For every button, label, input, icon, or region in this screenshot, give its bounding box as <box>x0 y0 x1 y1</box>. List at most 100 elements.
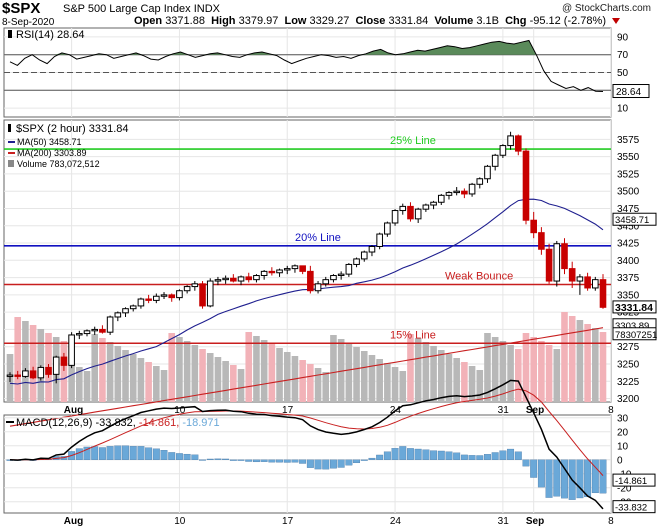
down-arrow-icon <box>612 18 621 25</box>
ohlc-summary: Open 3371.88 High 3379.97 Low 3329.27 Cl… <box>134 15 621 27</box>
candle-body <box>260 270 268 277</box>
volume-bar <box>530 337 537 402</box>
macd-histogram-bar <box>576 459 584 499</box>
macd-histogram-bar <box>137 446 145 460</box>
price-candle <box>60 352 68 371</box>
candle-body <box>129 305 137 310</box>
price-last-value: 3303.89 <box>615 321 649 332</box>
price-candle <box>391 209 399 226</box>
price-candle <box>160 292 168 300</box>
macd-histogram-bar <box>98 447 106 460</box>
price-candle <box>576 274 584 295</box>
price-candle <box>199 281 206 309</box>
price-candle <box>538 227 545 255</box>
price-candle <box>14 370 22 380</box>
price-candle <box>37 365 45 381</box>
volume-bar <box>414 338 422 402</box>
price-candle <box>307 265 314 294</box>
low-value: 3329.27 <box>309 15 350 27</box>
volume-label: Volume <box>434 15 474 27</box>
volume-bar <box>222 361 229 402</box>
candle-body <box>83 330 91 335</box>
annotation-line-label: 20% Line <box>295 232 341 244</box>
volume-bar <box>76 367 83 402</box>
price-last-value-box <box>612 327 657 341</box>
candle-body <box>584 276 591 289</box>
macd-histogram-bar <box>314 459 322 470</box>
price-candle <box>222 275 229 284</box>
macd-histogram-bar <box>453 452 461 460</box>
price-title: $SPX (2 hour) 3331.84 <box>16 123 129 135</box>
macd-histogram-bar <box>299 459 307 464</box>
volume-bar <box>437 350 445 402</box>
volume-bar <box>283 352 291 402</box>
volume-bar <box>538 341 545 402</box>
macd-histogram-bar <box>360 459 368 461</box>
macd-tick-label: -20 <box>617 483 632 494</box>
volume-value: 3.1B <box>476 15 499 27</box>
candle-body <box>60 356 68 366</box>
candle-body <box>476 178 484 185</box>
price-last-value-box <box>612 212 657 226</box>
candle-body <box>322 279 330 285</box>
macd-tick-label: 20 <box>617 427 629 438</box>
stockcharts-credit[interactable]: @ StockCharts.com <box>561 3 651 14</box>
macd-histogram-bar <box>368 457 376 460</box>
volume-bar <box>183 341 191 402</box>
candle-body <box>461 190 468 195</box>
rsi-tick-label: 90 <box>617 32 629 43</box>
macd-histogram-bar <box>183 453 191 460</box>
volume-bar <box>191 345 199 402</box>
price-candle <box>106 315 114 335</box>
candle-body <box>491 154 499 167</box>
candle-body <box>52 356 60 375</box>
macd-histogram-bar <box>245 459 253 462</box>
volume-bar <box>591 328 599 402</box>
price-x-tick-label: 8 <box>608 405 614 416</box>
macd-histogram-bar <box>407 448 414 460</box>
macd-x-tick-label: 10 <box>174 516 186 527</box>
volume-bar <box>106 342 114 402</box>
volume-bar <box>153 366 160 402</box>
price-tick-label: 3225 <box>617 377 640 388</box>
macd-histogram-bar <box>199 459 206 461</box>
rsi-overbought-fill <box>10 40 603 55</box>
candle-body <box>245 276 253 281</box>
annotation-line-label: Weak Bounce <box>445 271 513 283</box>
volume-bar <box>507 345 514 402</box>
macd-last-value-box <box>612 473 656 487</box>
candle-body <box>299 265 306 272</box>
macd-histogram-bar <box>91 446 99 460</box>
macd-histogram-bar <box>252 459 260 463</box>
price-candle <box>129 304 137 312</box>
macd-histogram-bar <box>291 459 299 463</box>
volume-bar <box>168 333 176 402</box>
candle-body <box>153 295 160 301</box>
volume-bar <box>14 317 22 402</box>
price-candle <box>52 355 60 384</box>
price-candle <box>368 245 376 257</box>
price-tick-label: 3275 <box>617 342 640 353</box>
rsi-tick-label: 50 <box>617 68 629 79</box>
candle-body <box>14 374 22 377</box>
price-legend-icon <box>8 124 11 132</box>
macd-histogram-bar <box>75 448 83 460</box>
volume-bar <box>584 324 591 402</box>
price-candle <box>445 191 453 200</box>
price-last-value: 3331.84 <box>615 302 653 314</box>
volume-bar <box>468 366 476 402</box>
volume-bar <box>145 362 152 402</box>
price-x-tick-label: 24 <box>390 405 402 416</box>
candle-body <box>222 277 229 281</box>
price-candle <box>553 240 561 287</box>
rsi-tick-label: 70 <box>617 50 629 61</box>
volume-bar <box>299 360 306 402</box>
price-candle <box>45 363 52 378</box>
volume-bar <box>337 339 345 402</box>
price-tick-label: 3375 <box>617 273 640 284</box>
candle-body <box>507 135 514 147</box>
candle-body <box>199 283 206 307</box>
candle-body <box>499 145 507 156</box>
candle-body <box>168 294 176 299</box>
